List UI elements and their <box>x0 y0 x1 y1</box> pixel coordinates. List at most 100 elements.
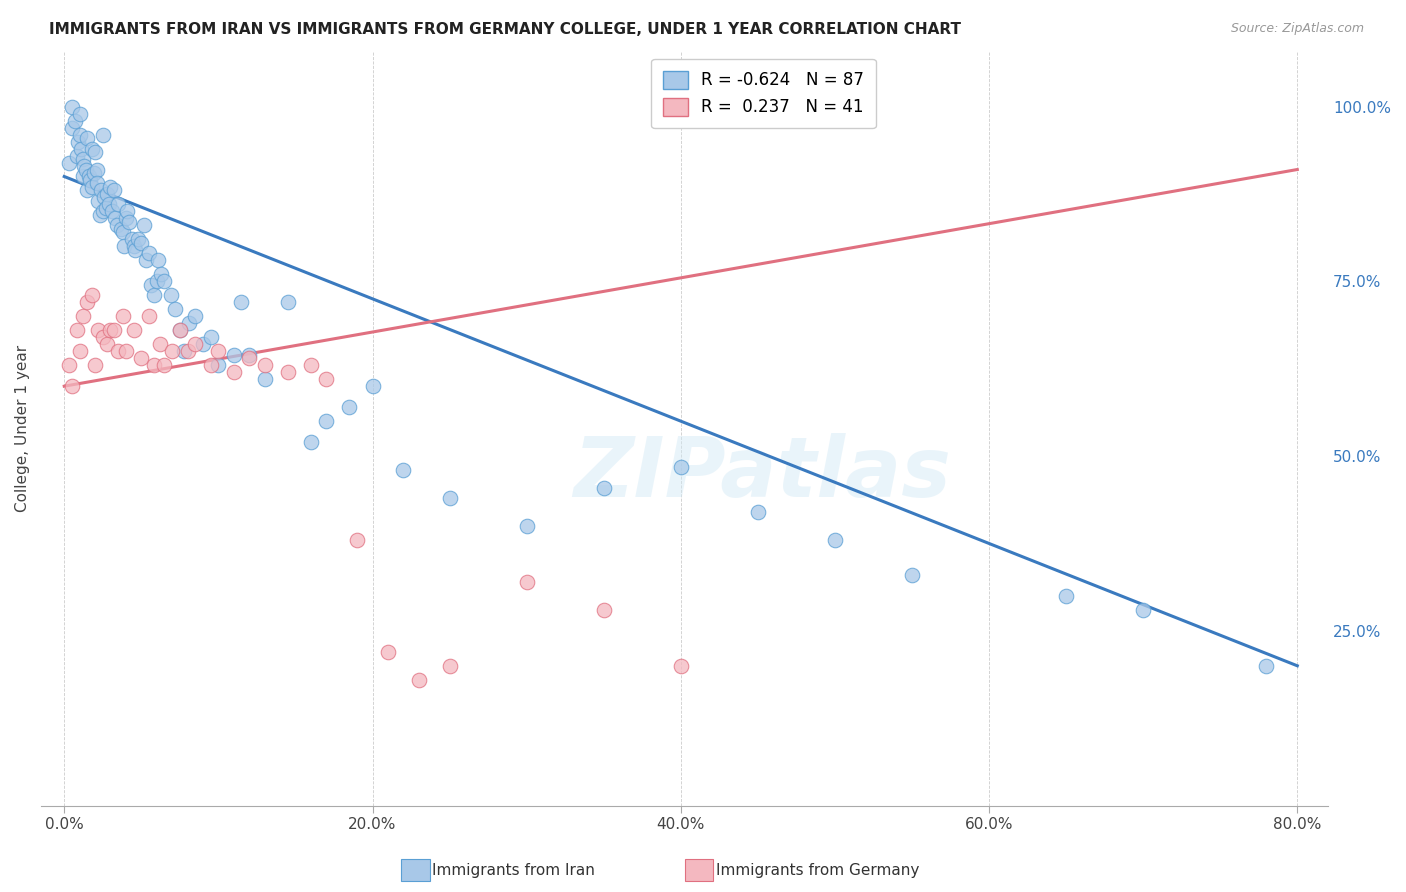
Point <box>277 295 299 310</box>
Point <box>408 673 430 687</box>
Point <box>439 491 461 505</box>
Point <box>138 310 160 324</box>
Point <box>83 166 105 180</box>
Point <box>148 253 170 268</box>
Point <box>253 372 276 386</box>
Point <box>111 226 134 240</box>
Point <box>76 295 98 310</box>
Point <box>516 574 538 589</box>
Point <box>669 459 692 474</box>
Point <box>145 274 167 288</box>
Point <box>117 204 139 219</box>
Point <box>69 128 91 142</box>
Point <box>65 148 87 162</box>
Legend: R = -0.624   N = 87, R =  0.237   N = 41: R = -0.624 N = 87, R = 0.237 N = 41 <box>651 59 876 128</box>
Point <box>122 323 145 337</box>
Point <box>72 169 94 184</box>
Point <box>91 330 114 344</box>
Point <box>70 142 93 156</box>
Point <box>73 159 96 173</box>
Point <box>96 337 118 351</box>
Point <box>200 358 222 372</box>
Point <box>105 219 128 233</box>
Text: Immigrants from Iran: Immigrants from Iran <box>433 863 595 878</box>
Point <box>103 323 125 337</box>
Point <box>277 365 299 379</box>
Point <box>149 337 172 351</box>
Point <box>86 177 108 191</box>
Point <box>165 302 187 317</box>
Point <box>76 131 98 145</box>
Point <box>129 235 152 250</box>
Text: ZIPatlas: ZIPatlas <box>572 433 950 514</box>
Point <box>127 232 149 246</box>
Point <box>72 152 94 166</box>
Point <box>337 400 360 414</box>
Point <box>94 201 117 215</box>
Point <box>222 365 245 379</box>
Point <box>75 162 97 177</box>
Point <box>58 155 80 169</box>
Point <box>207 358 229 372</box>
Point <box>177 316 200 330</box>
Point <box>77 169 100 184</box>
Point <box>299 358 322 372</box>
Point <box>138 246 160 260</box>
Point <box>153 358 176 372</box>
Point <box>134 219 156 233</box>
Point <box>86 162 108 177</box>
Point <box>69 344 91 359</box>
Point <box>76 184 98 198</box>
Point <box>592 481 614 495</box>
Point <box>58 358 80 372</box>
Point <box>824 533 846 547</box>
Point <box>169 323 191 337</box>
Point <box>89 208 111 222</box>
Text: IMMIGRANTS FROM IRAN VS IMMIGRANTS FROM GERMANY COLLEGE, UNDER 1 YEAR CORRELATIO: IMMIGRANTS FROM IRAN VS IMMIGRANTS FROM … <box>49 22 962 37</box>
Point <box>160 344 183 359</box>
Point <box>104 211 127 226</box>
Point <box>107 197 129 211</box>
Point <box>90 184 112 198</box>
Point <box>142 288 165 302</box>
Point <box>121 232 143 246</box>
Point <box>101 204 124 219</box>
Point <box>439 658 461 673</box>
Point <box>669 658 692 673</box>
Point <box>747 505 769 519</box>
Point <box>115 344 138 359</box>
Point <box>184 337 207 351</box>
Point <box>69 106 91 120</box>
Point <box>1054 589 1077 603</box>
Point <box>222 348 245 362</box>
Point <box>112 239 135 253</box>
Point <box>87 194 110 208</box>
Point <box>315 372 337 386</box>
Point <box>139 277 162 292</box>
Point <box>191 337 214 351</box>
Point <box>176 344 198 359</box>
Point <box>97 197 120 211</box>
Point <box>115 211 138 226</box>
Point <box>901 568 924 582</box>
Point <box>238 348 260 362</box>
Point <box>142 358 165 372</box>
Point <box>111 310 134 324</box>
Point <box>91 204 114 219</box>
Point <box>315 414 337 428</box>
Point <box>60 379 83 393</box>
Point <box>80 288 103 302</box>
Point <box>159 288 181 302</box>
Point <box>200 330 222 344</box>
Point <box>299 435 322 450</box>
Point <box>96 186 118 201</box>
Point <box>184 310 207 324</box>
Point <box>1132 603 1154 617</box>
Point <box>169 323 191 337</box>
Point <box>129 351 152 366</box>
Point <box>173 344 195 359</box>
Point <box>67 135 90 149</box>
Point <box>207 344 229 359</box>
Point <box>118 215 141 229</box>
Point <box>135 253 157 268</box>
